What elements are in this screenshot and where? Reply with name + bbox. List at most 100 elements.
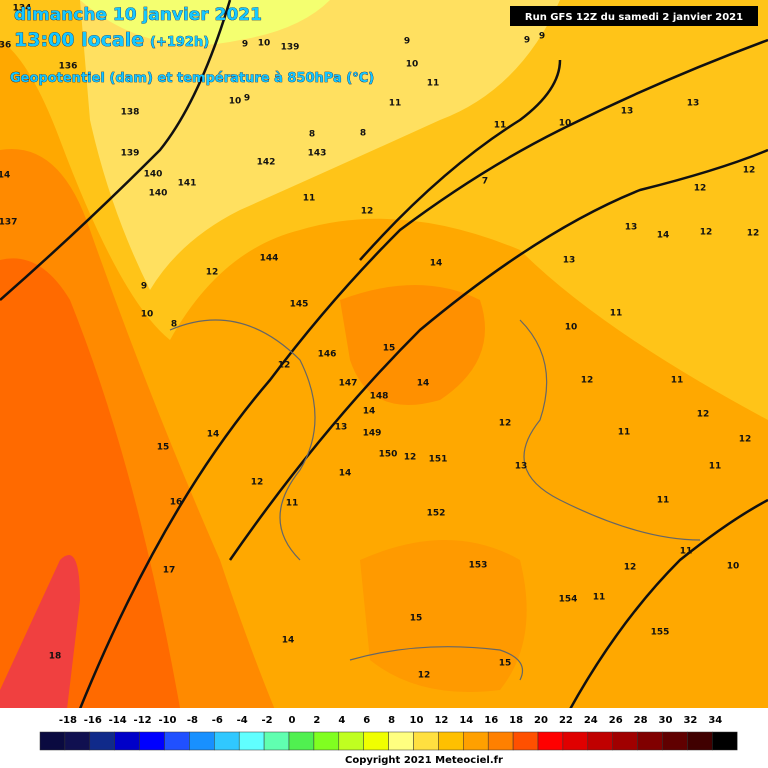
- legend-swatch: [463, 731, 489, 751]
- map-label: 10: [559, 119, 572, 129]
- coastlines: [169, 319, 701, 681]
- legend-label: 6: [363, 715, 370, 726]
- legend-label: -8: [187, 715, 198, 726]
- legend-swatch: [263, 731, 290, 751]
- map-label: 12: [278, 361, 291, 371]
- map-label: 12: [404, 453, 417, 463]
- legend-swatch: [114, 731, 140, 751]
- lead-time: (+192h): [150, 35, 209, 50]
- forecast-date: dimanche 10 janvier 2021: [14, 5, 262, 25]
- map-label: 11: [286, 499, 299, 509]
- legend-swatch: [363, 731, 389, 751]
- map-label: 15: [383, 344, 396, 354]
- map-label: 17: [163, 566, 176, 576]
- map-label: 11: [389, 99, 402, 109]
- map-label: 155: [651, 628, 670, 638]
- legend-swatch: [637, 731, 663, 751]
- forecast-time: 13:00 locale: [14, 29, 144, 51]
- pale-area: [0, 0, 330, 45]
- legend-swatch: [687, 731, 713, 751]
- map-label: 14: [339, 469, 352, 479]
- legend-swatch: [712, 731, 738, 751]
- map-label: 12: [624, 563, 637, 573]
- legend-label: -4: [237, 715, 248, 726]
- map-label: 140: [144, 170, 163, 180]
- legend-swatch: [89, 731, 115, 751]
- map-label: 11: [618, 428, 631, 438]
- map-label: 12: [747, 229, 760, 239]
- legend-swatch: [313, 731, 340, 751]
- legend-swatch: [139, 731, 165, 751]
- isoline: [538, 498, 768, 768]
- legend-swatch: [438, 731, 464, 751]
- legend-swatch: [238, 731, 265, 751]
- legend-label: 34: [708, 715, 722, 726]
- map-label: 13: [687, 99, 700, 109]
- legend-label: 26: [609, 715, 623, 726]
- legend-label: 28: [634, 715, 648, 726]
- isoline: [58, 38, 768, 761]
- legend-swatch: [214, 731, 240, 751]
- map-label: 7: [482, 177, 488, 187]
- map-label: 16: [170, 498, 183, 508]
- map-label: 10: [258, 39, 271, 49]
- legend-label: 20: [534, 715, 548, 726]
- legend-label: -6: [212, 715, 223, 726]
- coastline: [169, 319, 316, 561]
- map-label: 11: [610, 309, 623, 319]
- legend-swatch: [338, 731, 364, 751]
- map-label: 144: [260, 254, 279, 264]
- legend-swatch: [64, 731, 91, 751]
- map-label: 139: [121, 149, 140, 159]
- map-label: 18: [49, 652, 62, 662]
- legend-swatch: [512, 731, 539, 751]
- map-label: 12: [743, 166, 756, 176]
- legend-label: 14: [459, 715, 473, 726]
- legend-label: 4: [338, 715, 345, 726]
- parameter: Geopotentiel (dam) et température à 850h…: [10, 71, 374, 86]
- map-label: 139: [281, 43, 300, 53]
- legend-label: -12: [134, 715, 152, 726]
- map-label: 12: [694, 184, 707, 194]
- map-label: 152: [427, 509, 446, 519]
- map-label: 147: [339, 379, 358, 389]
- map-label: 14: [417, 379, 430, 389]
- legend-swatch: [562, 731, 589, 751]
- legend-swatch: [487, 731, 514, 751]
- copyright: Copyright 2021 Meteociel.fr: [345, 755, 503, 766]
- map-label: 9: [524, 36, 530, 46]
- map-label: 12: [418, 671, 431, 681]
- legend-label: -10: [158, 715, 176, 726]
- map-label: 14: [363, 407, 376, 417]
- map-label: 140: [149, 189, 168, 199]
- legend-label: 18: [509, 715, 523, 726]
- map-label: 10: [727, 562, 740, 572]
- legend-label: 16: [484, 715, 498, 726]
- map-label: 15: [157, 443, 170, 453]
- legend-label: 2: [313, 715, 320, 726]
- yellow-area: [80, 0, 560, 290]
- map-label: 150: [379, 450, 398, 460]
- legend-label: -14: [109, 715, 127, 726]
- orange-core: [360, 540, 527, 692]
- map-label: 148: [370, 392, 389, 402]
- legend-label: 10: [410, 715, 424, 726]
- map-label: 145: [290, 300, 309, 310]
- legend-swatch: [189, 731, 215, 751]
- map-label: 36: [0, 41, 11, 51]
- run-box: [510, 6, 758, 26]
- map-label: 12: [499, 419, 512, 429]
- map-label: 9: [244, 94, 250, 104]
- map-label: 153: [469, 561, 488, 571]
- legend-label: 8: [388, 715, 395, 726]
- coastline: [519, 319, 701, 541]
- map-label: 11: [593, 593, 606, 603]
- legend-swatch: [587, 731, 613, 751]
- legend-label: 24: [584, 715, 598, 726]
- map-label: 11: [671, 376, 684, 386]
- map-label: 12: [206, 268, 219, 278]
- map-label: 151: [429, 455, 448, 465]
- map-label: 142: [257, 158, 276, 168]
